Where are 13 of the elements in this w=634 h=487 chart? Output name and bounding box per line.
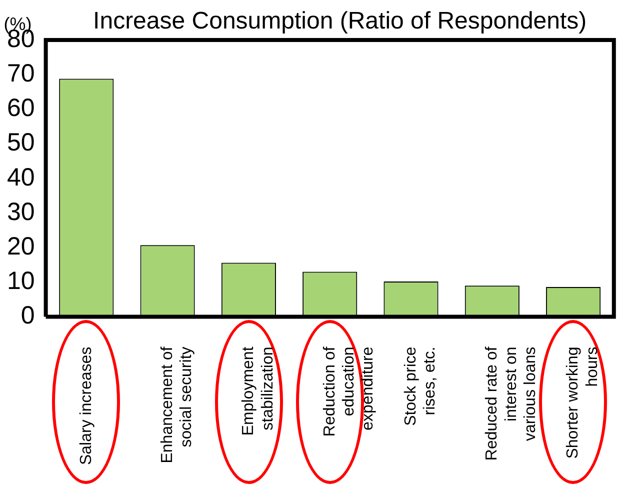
y-tick-label: 10 [6, 267, 35, 296]
chart-title: Increase Consumption (Ratio of Respondents) [93, 8, 587, 35]
y-tick-label: 50 [6, 128, 35, 157]
y-tick-label: 70 [6, 59, 35, 88]
x-tick-label: Stock price rises, etc. [402, 346, 439, 426]
y-tick-label: 0 [20, 302, 35, 330]
x-tick-label: Salary increases [78, 346, 95, 466]
x-tick-label: Shorter working hours [564, 346, 601, 459]
y-tick-label: 30 [6, 198, 35, 226]
y-tick-label: 40 [6, 163, 35, 192]
y-tick-label: 20 [6, 232, 35, 260]
x-tick-label: Enhancement of social security [158, 346, 196, 464]
y-tick-label: 60 [6, 94, 35, 122]
